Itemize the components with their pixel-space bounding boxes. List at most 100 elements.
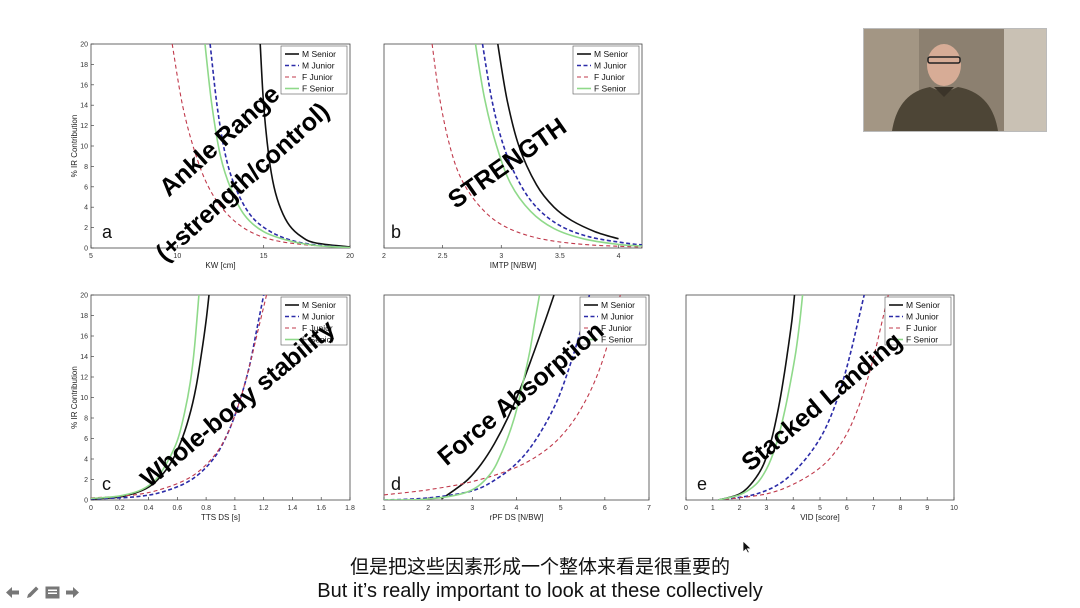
x-tick-label: 0 [684,505,688,512]
y-tick-label: 14 [80,103,88,110]
pen-icon[interactable] [24,584,41,601]
y-tick-label: 12 [80,123,88,130]
next-arrow-icon[interactable] [64,584,81,601]
y-tick-label: 0 [84,498,88,505]
x-axis-label: VID [score] [800,513,840,522]
x-tick-label: 5 [818,505,822,512]
x-tick-label: 4 [515,505,519,512]
x-tick-label: 10 [173,253,181,260]
x-tick-label: 3 [470,505,474,512]
subtitle-english: But it’s really important to look at the… [317,580,763,602]
x-tick-label: 0.4 [144,505,154,512]
x-tick-label: 15 [260,253,268,260]
x-tick-label: 0.8 [201,505,211,512]
series-line-f-junior [718,295,889,500]
y-tick-label: 10 [80,144,88,151]
legend-label: M Senior [906,300,940,310]
y-tick-label: 8 [84,164,88,171]
legend-label: F Junior [906,323,937,333]
y-tick-label: 12 [80,375,88,382]
y-tick-label: 20 [80,293,88,300]
x-tick-label: 1 [382,505,386,512]
presenter-webcam [863,28,1047,132]
chart-panel-a: 5 10 15 20 0 2 4 6 8 10 12 14 16 18 20 KW [cm] % IR Cont… [70,42,354,271]
y-tick-label: 4 [84,205,88,212]
legend-label: F Senior [594,84,626,94]
series-line-f-senior [384,295,541,500]
panel-letter: a [102,222,113,242]
legend-label: M Senior [302,49,336,59]
series-line-f-junior [91,295,268,499]
x-tick-label: 4 [791,505,795,512]
x-tick-label: 1.8 [345,505,355,512]
y-tick-label: 8 [84,416,88,423]
menu-icon[interactable] [44,584,61,601]
y-tick-label: 2 [84,225,88,232]
previous-arrow-icon[interactable] [4,584,21,601]
x-tick-label: 2 [382,253,386,260]
series-line-f-senior [718,295,804,500]
x-axis-label: KW [cm] [205,261,235,270]
x-tick-label: 8 [898,505,902,512]
legend-label: M Junior [601,312,634,322]
x-tick-label: 10 [950,505,958,512]
x-tick-label: 6 [603,505,607,512]
mouse-pointer-icon [742,540,752,559]
series-line-m-senior [497,44,619,240]
x-tick-label: 0.6 [172,505,182,512]
y-tick-label: 6 [84,436,88,443]
y-tick-label: 16 [80,334,88,341]
y-tick-label: 6 [84,184,88,191]
x-tick-label: 2.5 [438,253,448,260]
x-tick-label: 3.5 [555,253,565,260]
x-tick-label: 9 [925,505,929,512]
legend-label: F Junior [601,323,632,333]
x-axis-label: TTS DS [s] [201,513,240,522]
x-tick-label: 5 [89,253,93,260]
x-tick-label: 7 [647,505,651,512]
series-line-f-junior [384,295,621,496]
series-line-f-junior [431,44,642,248]
legend-label: F Senior [906,335,938,345]
series-line-m-senior [717,295,796,500]
x-tick-label: 20 [346,253,354,260]
x-axis-label: IMTP [N/BW] [490,261,537,270]
x-axis-label: rPF DS [N/BW] [490,513,544,522]
series-line-f-junior [171,44,350,248]
x-tick-label: 7 [872,505,876,512]
x-tick-label: 1 [711,505,715,512]
x-tick-label: 0 [89,505,93,512]
subtitle-chinese: 但是把这些因素形成一个整体来看是很重要的 [349,556,730,578]
y-tick-label: 14 [80,354,88,361]
series-line-f-senior [204,44,350,248]
panel-letter: e [697,474,707,494]
y-tick-label: 20 [80,42,88,49]
y-axis-label: % IR Contribution [70,366,79,429]
y-tick-label: 4 [84,457,88,464]
panel-letter: c [102,474,111,494]
legend-label: M Senior [601,300,635,310]
y-tick-label: 18 [80,313,88,320]
legend-label: M Junior [302,312,335,322]
y-tick-label: 2 [84,477,88,484]
series-line-m-junior [384,295,591,500]
legend-label: M Senior [594,49,628,59]
x-tick-label: 3 [499,253,503,260]
x-tick-label: 1.2 [259,505,269,512]
x-tick-label: 1 [233,505,237,512]
y-tick-label: 16 [80,82,88,89]
x-tick-label: 3 [764,505,768,512]
x-tick-label: 1.4 [288,505,298,512]
y-axis-label: % IR Contribution [70,115,79,178]
presentation-toolbar [4,584,81,601]
y-tick-label: 0 [84,246,88,253]
legend-label: F Senior [601,335,633,345]
panel-letter: d [391,474,401,494]
chart-panel-c: 0 0.2 0.4 0.6 0.8 1 1.2 1.4 1.6 1.8 0 2 4 6 8 10 12 14 16 1… [70,293,355,523]
